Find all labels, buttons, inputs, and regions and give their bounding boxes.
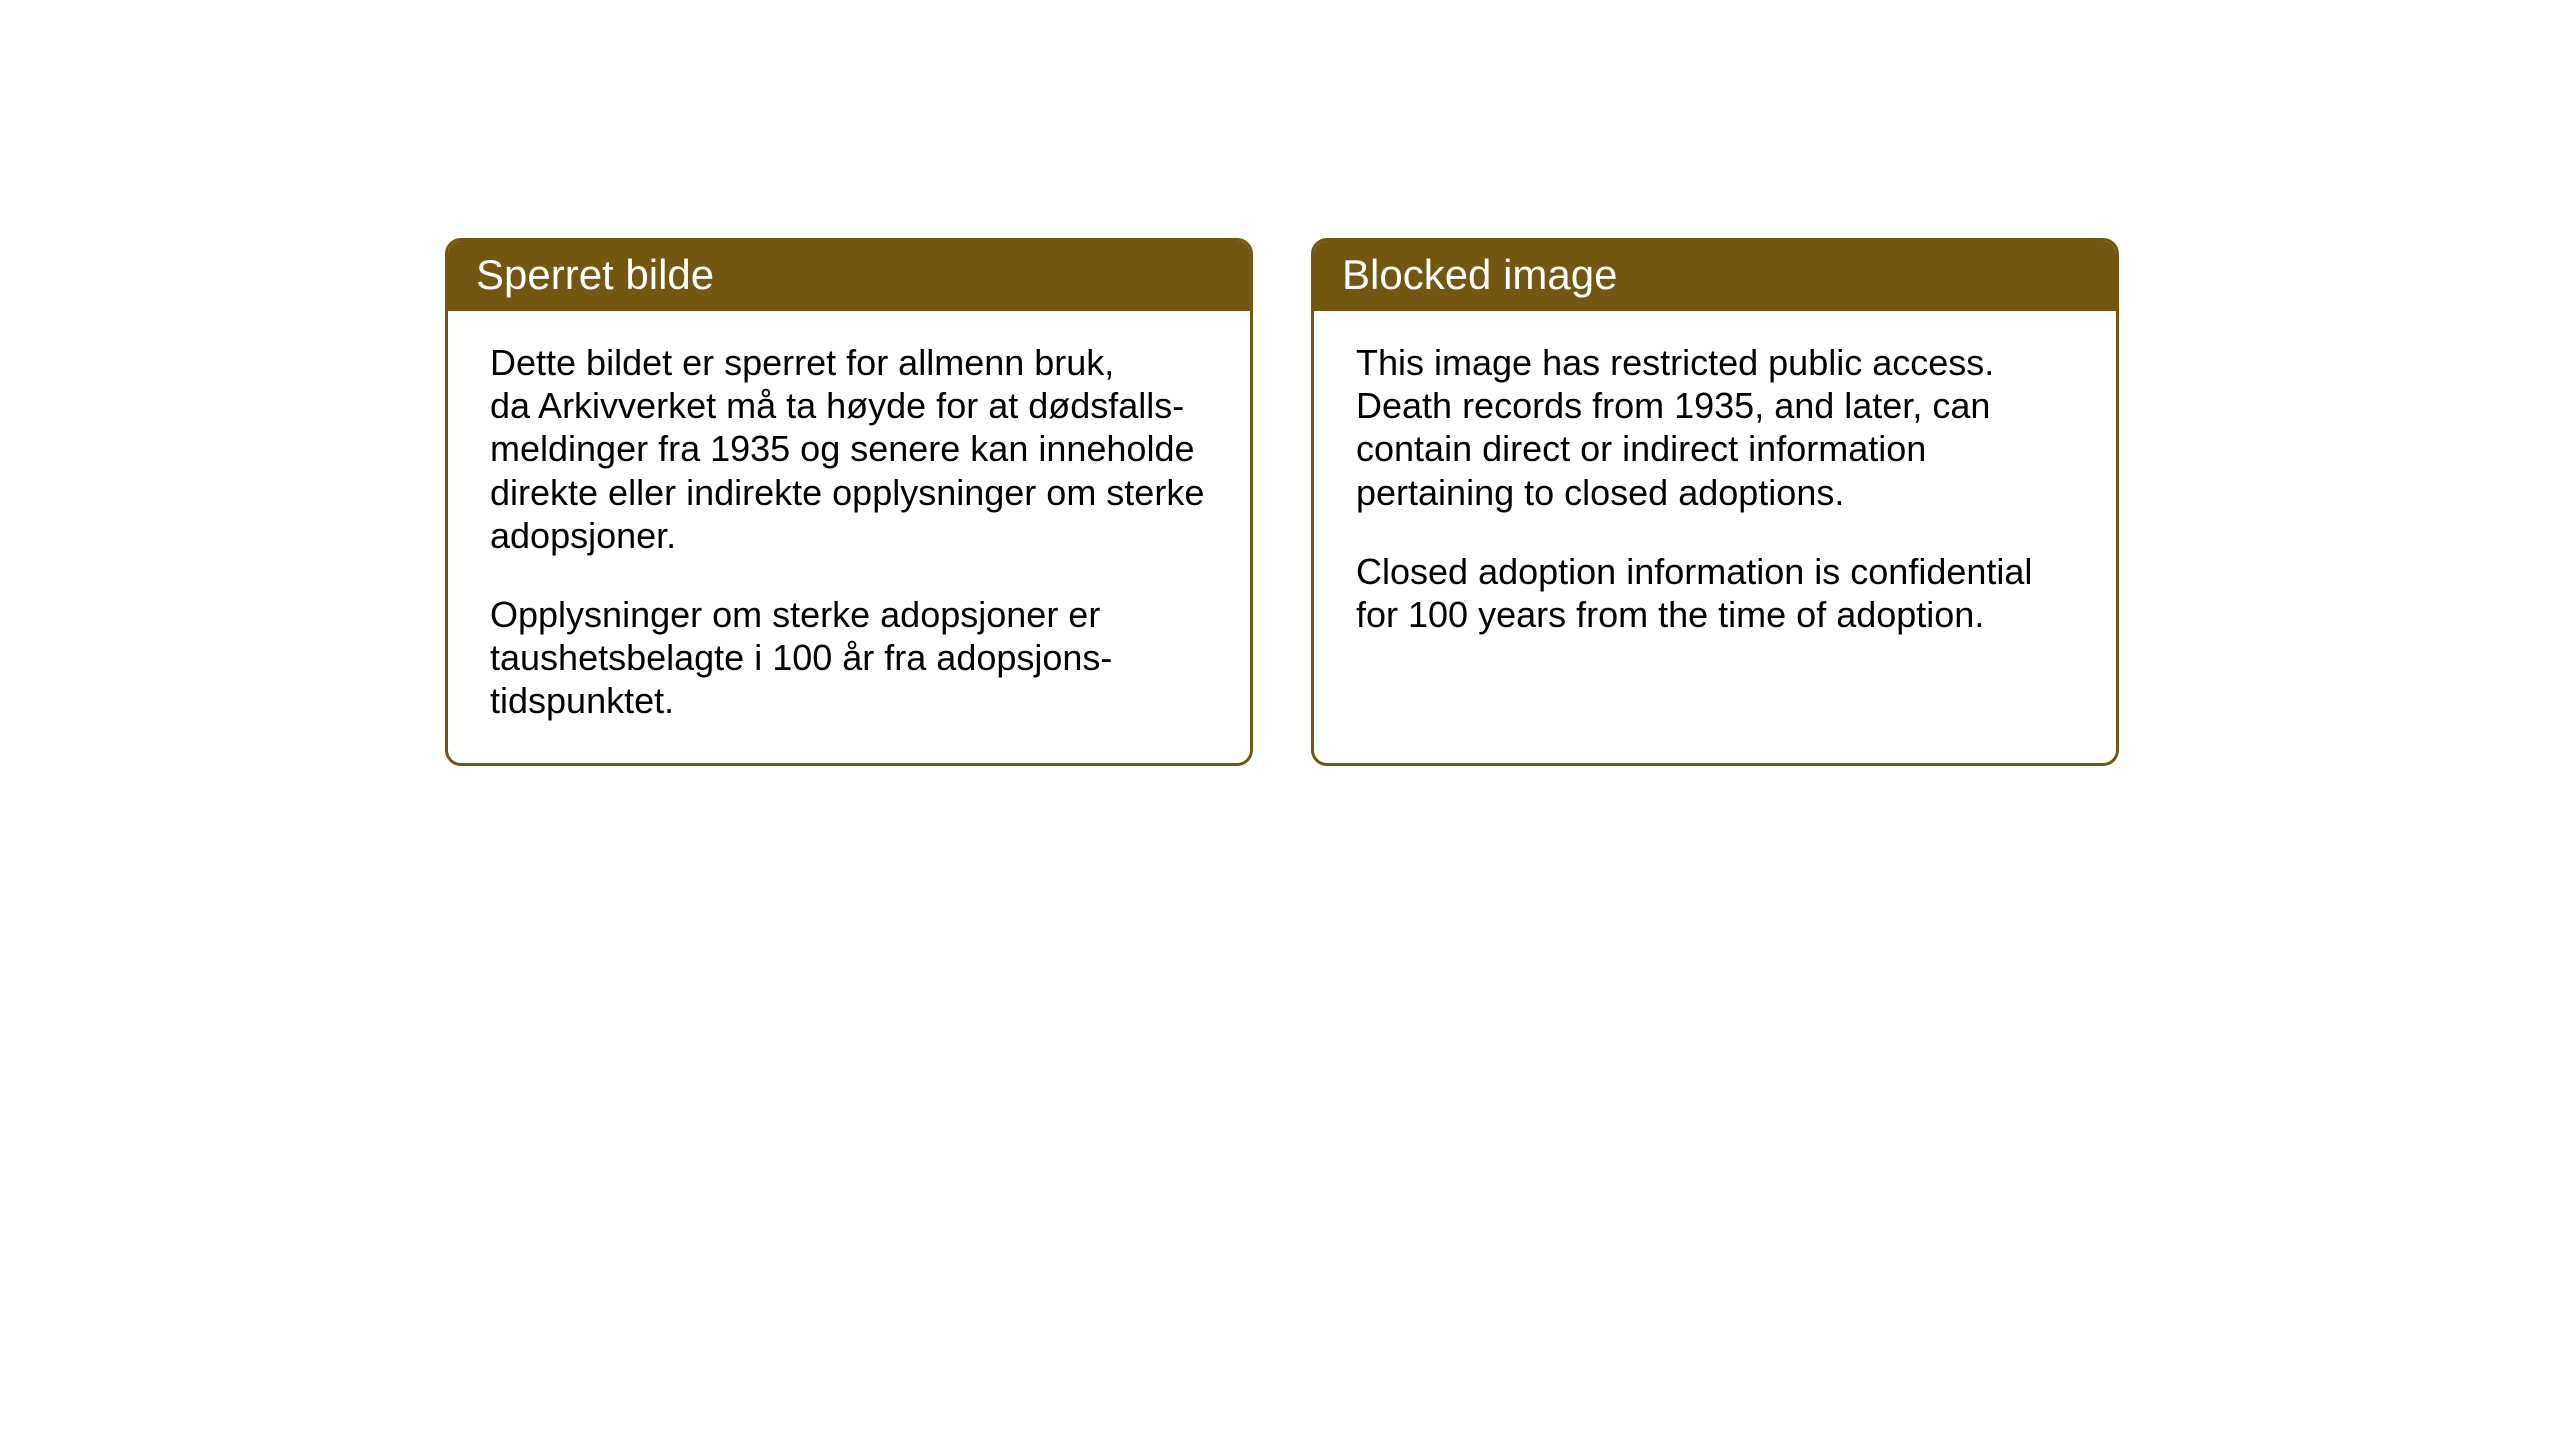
english-notice-card: Blocked image This image has restricted … [1311,238,2119,766]
english-card-body: This image has restricted public access.… [1314,311,2116,676]
norwegian-card-body: Dette bildet er sperret for allmenn bruk… [448,311,1250,763]
norwegian-card-title: Sperret bilde [448,241,1250,311]
norwegian-paragraph-2: Opplysninger om sterke adopsjoner er tau… [490,593,1208,723]
english-paragraph-1: This image has restricted public access.… [1356,341,2074,514]
notice-container: Sperret bilde Dette bildet er sperret fo… [445,238,2119,766]
english-card-title: Blocked image [1314,241,2116,311]
norwegian-paragraph-1: Dette bildet er sperret for allmenn bruk… [490,341,1208,557]
norwegian-notice-card: Sperret bilde Dette bildet er sperret fo… [445,238,1253,766]
english-paragraph-2: Closed adoption information is confident… [1356,550,2074,636]
